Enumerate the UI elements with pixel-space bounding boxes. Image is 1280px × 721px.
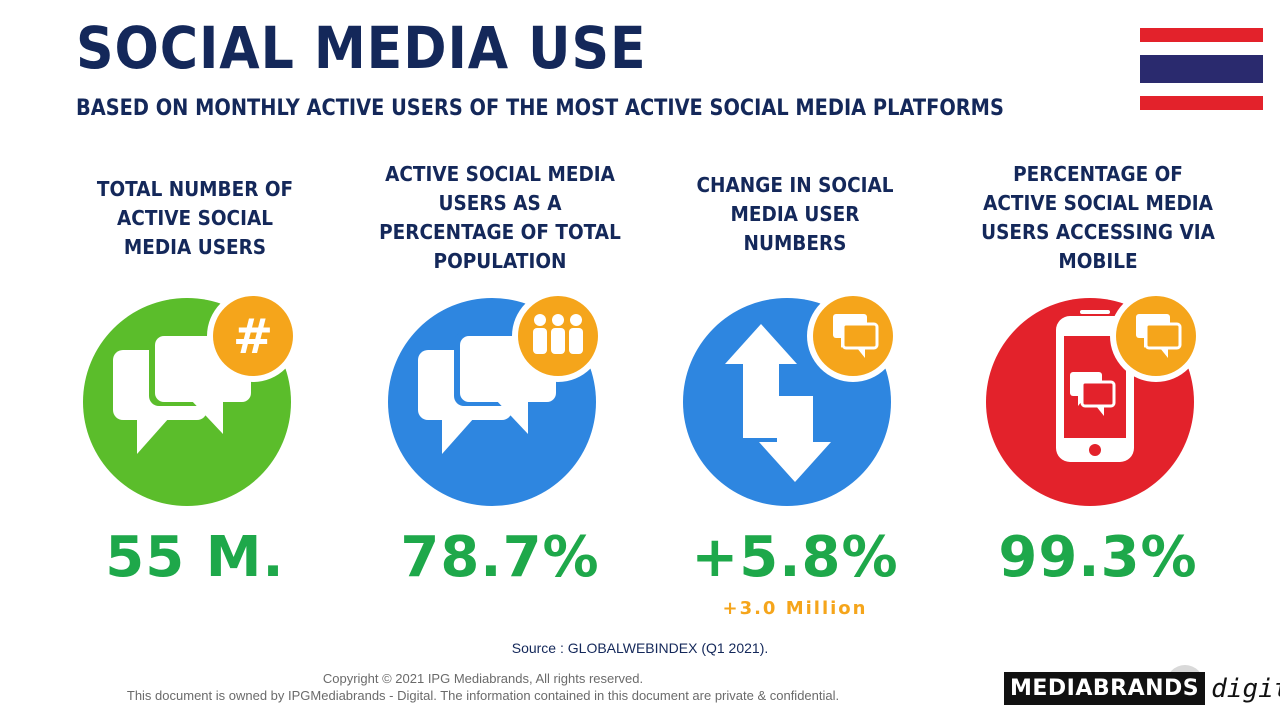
brand-main: MEDIABRANDS — [1004, 672, 1206, 705]
mediabrands-logo: MEDIABRANDS digital — [1004, 672, 1280, 705]
flag-stripe-red-bottom — [1140, 96, 1263, 110]
stat-column-percentage-population: ACTIVE SOCIAL MEDIA USERS AS A PERCENTAG… — [355, 162, 645, 590]
stat-column-total-users: TOTAL NUMBER OF ACTIVE SOCIAL MEDIA USER… — [50, 170, 340, 590]
thailand-flag — [1140, 28, 1263, 110]
speech-bubbles-people-icon — [388, 286, 620, 518]
stat-heading: PERCENTAGE OF ACTIVE SOCIAL MEDIA USERS … — [981, 162, 1215, 273]
page-title: SOCIAL MEDIA USE — [76, 14, 647, 82]
stat-value: +5.8% — [691, 525, 899, 590]
stat-column-change: CHANGE IN SOCIAL MEDIA USER NUMBERS +5.8… — [650, 170, 940, 619]
stat-sub-value: +3.0 Million — [722, 598, 868, 619]
brand-sub: digital — [1211, 673, 1280, 704]
stat-value: 55 M. — [105, 525, 285, 590]
stat-value: 78.7% — [400, 525, 600, 590]
copyright: Copyright © 2021 IPG Mediabrands, All ri… — [0, 670, 966, 704]
flag-stripe-red-top — [1140, 28, 1263, 42]
copyright-line-2: This document is owned by IPGMediabrands… — [126, 688, 840, 703]
stat-column-mobile: PERCENTAGE OF ACTIVE SOCIAL MEDIA USERS … — [953, 162, 1243, 590]
flag-stripe-white-top — [1140, 42, 1263, 55]
page-subtitle: BASED ON MONTHLY ACTIVE USERS OF THE MOS… — [76, 96, 1004, 121]
stat-value: 99.3% — [998, 525, 1198, 590]
up-down-arrows-icon — [683, 286, 915, 518]
stat-heading: CHANGE IN SOCIAL MEDIA USER NUMBERS — [696, 172, 894, 255]
flag-stripe-blue — [1140, 55, 1263, 83]
speech-bubbles-hashtag-icon: # — [83, 286, 315, 518]
mobile-phone-chat-icon — [986, 286, 1218, 518]
stat-heading: TOTAL NUMBER OF ACTIVE SOCIAL MEDIA USER… — [96, 176, 294, 259]
copyright-line-1: Copyright © 2021 IPG Mediabrands, All ri… — [322, 671, 644, 686]
stat-heading: ACTIVE SOCIAL MEDIA USERS AS A PERCENTAG… — [379, 162, 621, 273]
flag-stripe-white-bottom — [1140, 83, 1263, 96]
svg-text:#: # — [233, 309, 273, 365]
source-note: Source : GLOBALWEBINDEX (Q1 2021). — [511, 640, 769, 656]
